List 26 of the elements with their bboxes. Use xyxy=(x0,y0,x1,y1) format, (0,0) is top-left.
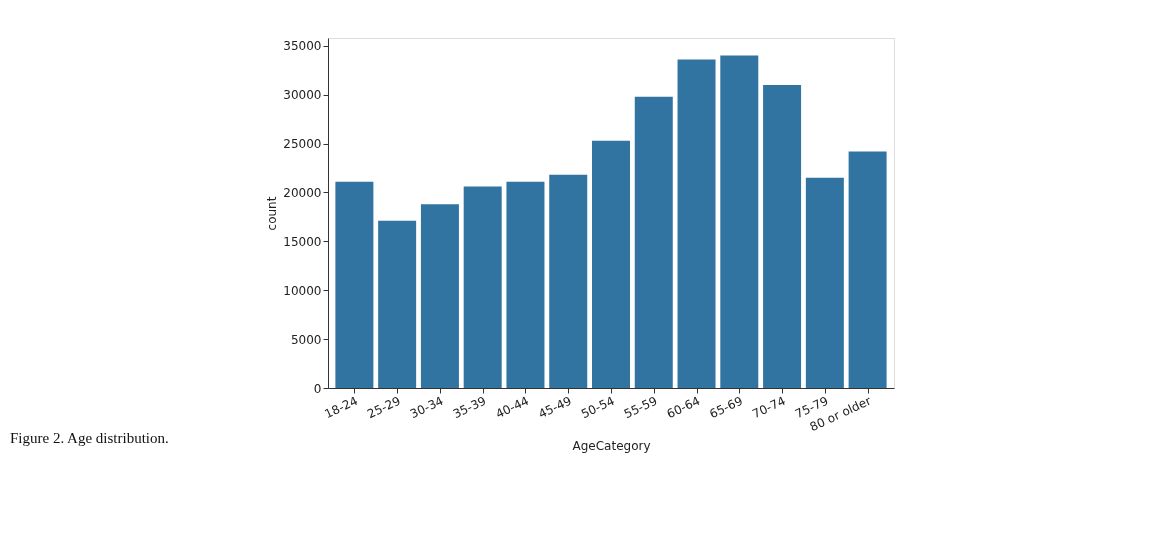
bar xyxy=(720,55,759,388)
caption: Figure 2. Age distribution. xyxy=(10,430,169,446)
bar xyxy=(420,204,459,388)
y-tick-label: 0 xyxy=(313,381,322,396)
bar xyxy=(378,220,417,388)
bar xyxy=(848,151,887,388)
y-tick-label: 15000 xyxy=(283,234,322,249)
y-tick-label: 35000 xyxy=(283,39,322,54)
bar xyxy=(763,84,802,388)
y-axis-title: count xyxy=(265,196,280,231)
bar xyxy=(634,96,673,388)
bar xyxy=(677,59,716,388)
bar xyxy=(463,186,502,388)
x-axis-title: AgeCategory xyxy=(572,439,651,454)
y-tick-label: 20000 xyxy=(283,185,322,200)
y-tick-label: 5000 xyxy=(290,332,322,347)
bar xyxy=(805,177,844,388)
bar xyxy=(506,181,545,388)
bar xyxy=(335,181,374,388)
y-tick-label: 30000 xyxy=(283,88,322,103)
x-tick-label: 45-49 xyxy=(536,393,574,422)
x-tick-label: 40-44 xyxy=(493,393,532,422)
bar xyxy=(549,174,588,388)
y-tick-label: 25000 xyxy=(283,137,322,152)
bar xyxy=(592,140,630,388)
y-tick-label: 10000 xyxy=(283,283,322,298)
